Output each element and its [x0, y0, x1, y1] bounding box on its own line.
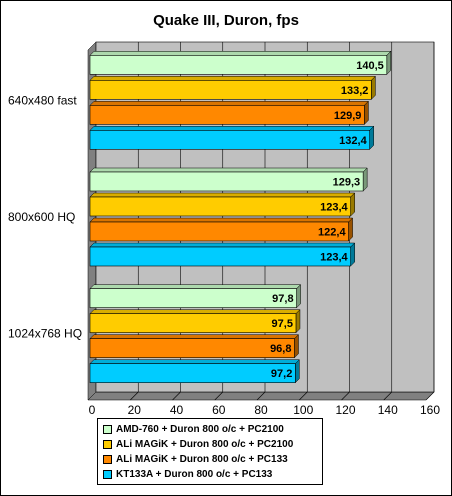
legend-label: AMD-760 + Duron 800 o/c + PC2100 [116, 424, 284, 435]
chart-legend: AMD-760 + Duron 800 o/c + PC2100 ALi MAGi… [97, 418, 323, 485]
bar [89, 55, 388, 75]
gridline-floor [172, 391, 181, 401]
legend-item: AMD-760 + Duron 800 o/c + PC2100 [103, 422, 322, 437]
bar-value-label: 132,4 [339, 135, 367, 147]
bar [89, 338, 295, 358]
bar-value-label: 129,9 [334, 110, 362, 122]
bar-side-face [386, 50, 392, 75]
bar-top-face [89, 309, 301, 314]
bar [89, 80, 372, 100]
gridline-floor [256, 391, 266, 401]
bar [89, 288, 297, 308]
category-label: 640x480 fast [8, 93, 77, 107]
legend-swatch [103, 440, 112, 449]
legend-item: ALi MAGiK + Duron 800 o/c + PC2100 [103, 437, 322, 452]
legend-swatch [103, 455, 112, 464]
bar-top-face [89, 192, 356, 198]
legend-label: ALi MAGiK + Duron 800 o/c + PC133 [116, 454, 288, 465]
bar-side-face [350, 242, 355, 267]
bar [89, 221, 349, 242]
bar-side-face [362, 167, 368, 192]
bar-top-face [89, 359, 300, 364]
legend-swatch [103, 425, 112, 434]
gridline-floor [341, 391, 350, 401]
bar-side-face [295, 359, 300, 384]
bar-value-label: 123,4 [320, 202, 348, 214]
bar-top-face [89, 101, 370, 106]
bar-value-label: 97,5 [272, 318, 293, 330]
bar-value-label: 97,8 [272, 293, 293, 305]
bar [89, 171, 364, 192]
bar-value-label: 129,3 [333, 177, 361, 189]
bar-side-face [369, 125, 374, 150]
category-label: 1024x768 HQ [8, 327, 82, 341]
gridline-floor [214, 391, 223, 401]
bar-side-face [371, 75, 376, 100]
bar-top-face [89, 217, 354, 223]
bar-top-face [89, 284, 302, 289]
gridline-floor [130, 391, 139, 401]
x-tick-label: 0 [89, 403, 96, 417]
bar-side-face [348, 217, 353, 242]
bar-side-face [296, 284, 301, 309]
gridline-floor [383, 391, 392, 401]
bar-top-face [89, 76, 376, 81]
x-tick-label: 140 [378, 403, 398, 417]
bar [89, 196, 351, 217]
bar-side-face [350, 192, 355, 217]
gridline-floor [299, 391, 308, 401]
bar-top-face [89, 242, 356, 248]
bar-value-label: 96,8 [270, 343, 291, 355]
gridline-floor [425, 391, 435, 401]
bar-top-face [89, 126, 375, 131]
bar-top-face [89, 51, 392, 56]
bar-value-label: 122,4 [318, 227, 346, 239]
legend-label: ALi MAGiK + Duron 800 o/c + PC2100 [116, 439, 294, 450]
x-tick-label: 80 [254, 403, 268, 417]
legend-item: KT133A + Duron 800 o/c + PC133 [103, 467, 322, 482]
bar-value-label: 123,4 [320, 252, 348, 264]
x-tick-label: 160 [420, 403, 440, 417]
bar [89, 246, 351, 267]
bar-top-face [89, 167, 368, 173]
legend-label: KT133A + Duron 800 o/c + PC133 [116, 469, 273, 480]
bar [89, 130, 370, 150]
x-tick-label: 100 [293, 403, 313, 417]
x-tick-label: 60 [212, 403, 226, 417]
bar-top-face [89, 334, 300, 339]
legend-item: ALi MAGiK + Duron 800 o/c + PC133 [103, 452, 322, 467]
x-tick-label: 40 [170, 403, 184, 417]
bar-side-face [295, 309, 301, 334]
bar [89, 105, 365, 125]
bar [89, 313, 297, 333]
bar-side-face [364, 100, 369, 125]
category-label: 800x600 HQ [8, 210, 75, 224]
bar-side-face [294, 334, 299, 359]
x-tick-label: 120 [335, 403, 355, 417]
bar-value-label: 140,5 [356, 60, 384, 72]
x-tick-label: 20 [128, 403, 142, 417]
legend-swatch [103, 470, 112, 479]
bar-value-label: 97,2 [271, 368, 292, 380]
chart-title: Quake III, Duron, fps [153, 12, 299, 29]
bar [89, 363, 296, 383]
bar-value-label: 133,2 [341, 85, 369, 97]
